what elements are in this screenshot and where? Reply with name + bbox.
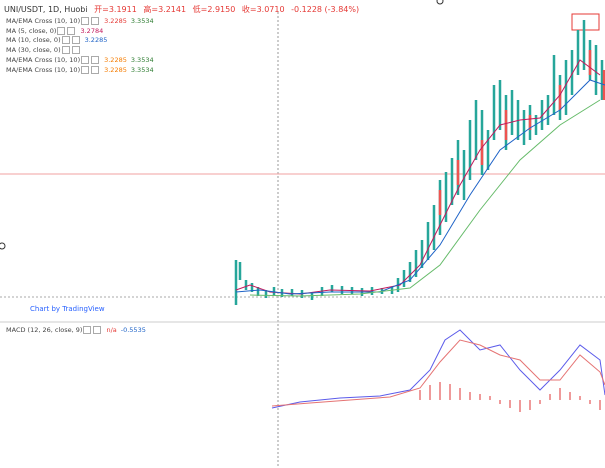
- indicator-value: 3.3534: [130, 65, 154, 74]
- close: 收=3.0710: [241, 5, 285, 14]
- symbol-header: UNI/USDT, 1D, Huobi 开=3.1911 高=3.2141 低=…: [4, 4, 363, 15]
- indicator-value: 3.2285: [104, 17, 127, 25]
- watermark: Chart by TradingView: [30, 305, 105, 313]
- icon: [81, 17, 90, 25]
- icon: [71, 36, 80, 45]
- handle: [436, 0, 444, 5]
- open: 开=3.1911: [94, 5, 137, 14]
- indicator-name: MA/EMA Cross (10, 10): [6, 65, 81, 74]
- icon: [71, 46, 80, 55]
- indicator-value: 3.2784: [80, 26, 104, 35]
- macd-legend: MACD (12, 26, close, 9) n/a -0.5535: [6, 326, 146, 334]
- indicator-name: MA/EMA Cross (10, 10): [6, 55, 81, 64]
- icon: [93, 326, 102, 334]
- ma-10: [235, 79, 605, 295]
- indicator-value: n/a: [106, 326, 117, 334]
- icon: [57, 26, 66, 35]
- candles-down: [438, 50, 605, 215]
- icon: [61, 46, 70, 55]
- candles: [234, 20, 604, 305]
- icon: [91, 55, 100, 64]
- change: -0.1228 (-3.84%): [291, 5, 360, 14]
- indicator-value: 3.2285: [104, 65, 127, 74]
- ma-30: [249, 99, 601, 297]
- indicator-value: 3.2285: [104, 55, 127, 64]
- icon: [91, 65, 100, 74]
- highlight-box: [571, 13, 600, 31]
- high: 高=3.2141: [143, 5, 187, 14]
- signal-line: [271, 339, 605, 407]
- icon: [91, 17, 100, 25]
- legend-row: MA (30, close, 0): [6, 46, 81, 55]
- indicator-name: MA (5, close, 0): [6, 26, 57, 35]
- indicator-name: MA (30, close, 0): [6, 46, 61, 55]
- indicator-name: MACD (12, 26, close, 9): [6, 326, 83, 334]
- icon: [81, 65, 90, 74]
- legend-row: MA (5, close, 0) 3.2784: [6, 26, 104, 35]
- icon: [81, 55, 90, 64]
- ma-5: [235, 59, 601, 295]
- indicator-value: 3.3534: [130, 55, 154, 64]
- icon: [61, 36, 70, 45]
- indicator-value: 3.2285: [84, 36, 108, 45]
- macd-line: [271, 329, 605, 409]
- icon: [67, 26, 76, 35]
- indicator-value: 3.3534: [130, 17, 154, 25]
- legend-row: MA/EMA Cross (10, 10) 3.2285 3.3534: [6, 65, 154, 74]
- low: 低=2.9150: [192, 5, 236, 14]
- indicator-name: MA/EMA Cross (10, 10): [6, 17, 81, 25]
- icon: [83, 326, 92, 334]
- legend-row: MA/EMA Cross (10, 10) 3.2285 3.3534: [6, 17, 154, 25]
- symbol: UNI/USDT, 1D, Huobi: [4, 5, 88, 14]
- handle: [0, 242, 6, 250]
- legend-row: MA (10, close, 0) 3.2285: [6, 36, 108, 45]
- indicator-value: -0.5535: [120, 326, 146, 334]
- legend-row: MA/EMA Cross (10, 10) 3.2285 3.3534: [6, 55, 154, 64]
- indicator-name: MA (10, close, 0): [6, 36, 61, 45]
- macd-histogram: [419, 382, 601, 412]
